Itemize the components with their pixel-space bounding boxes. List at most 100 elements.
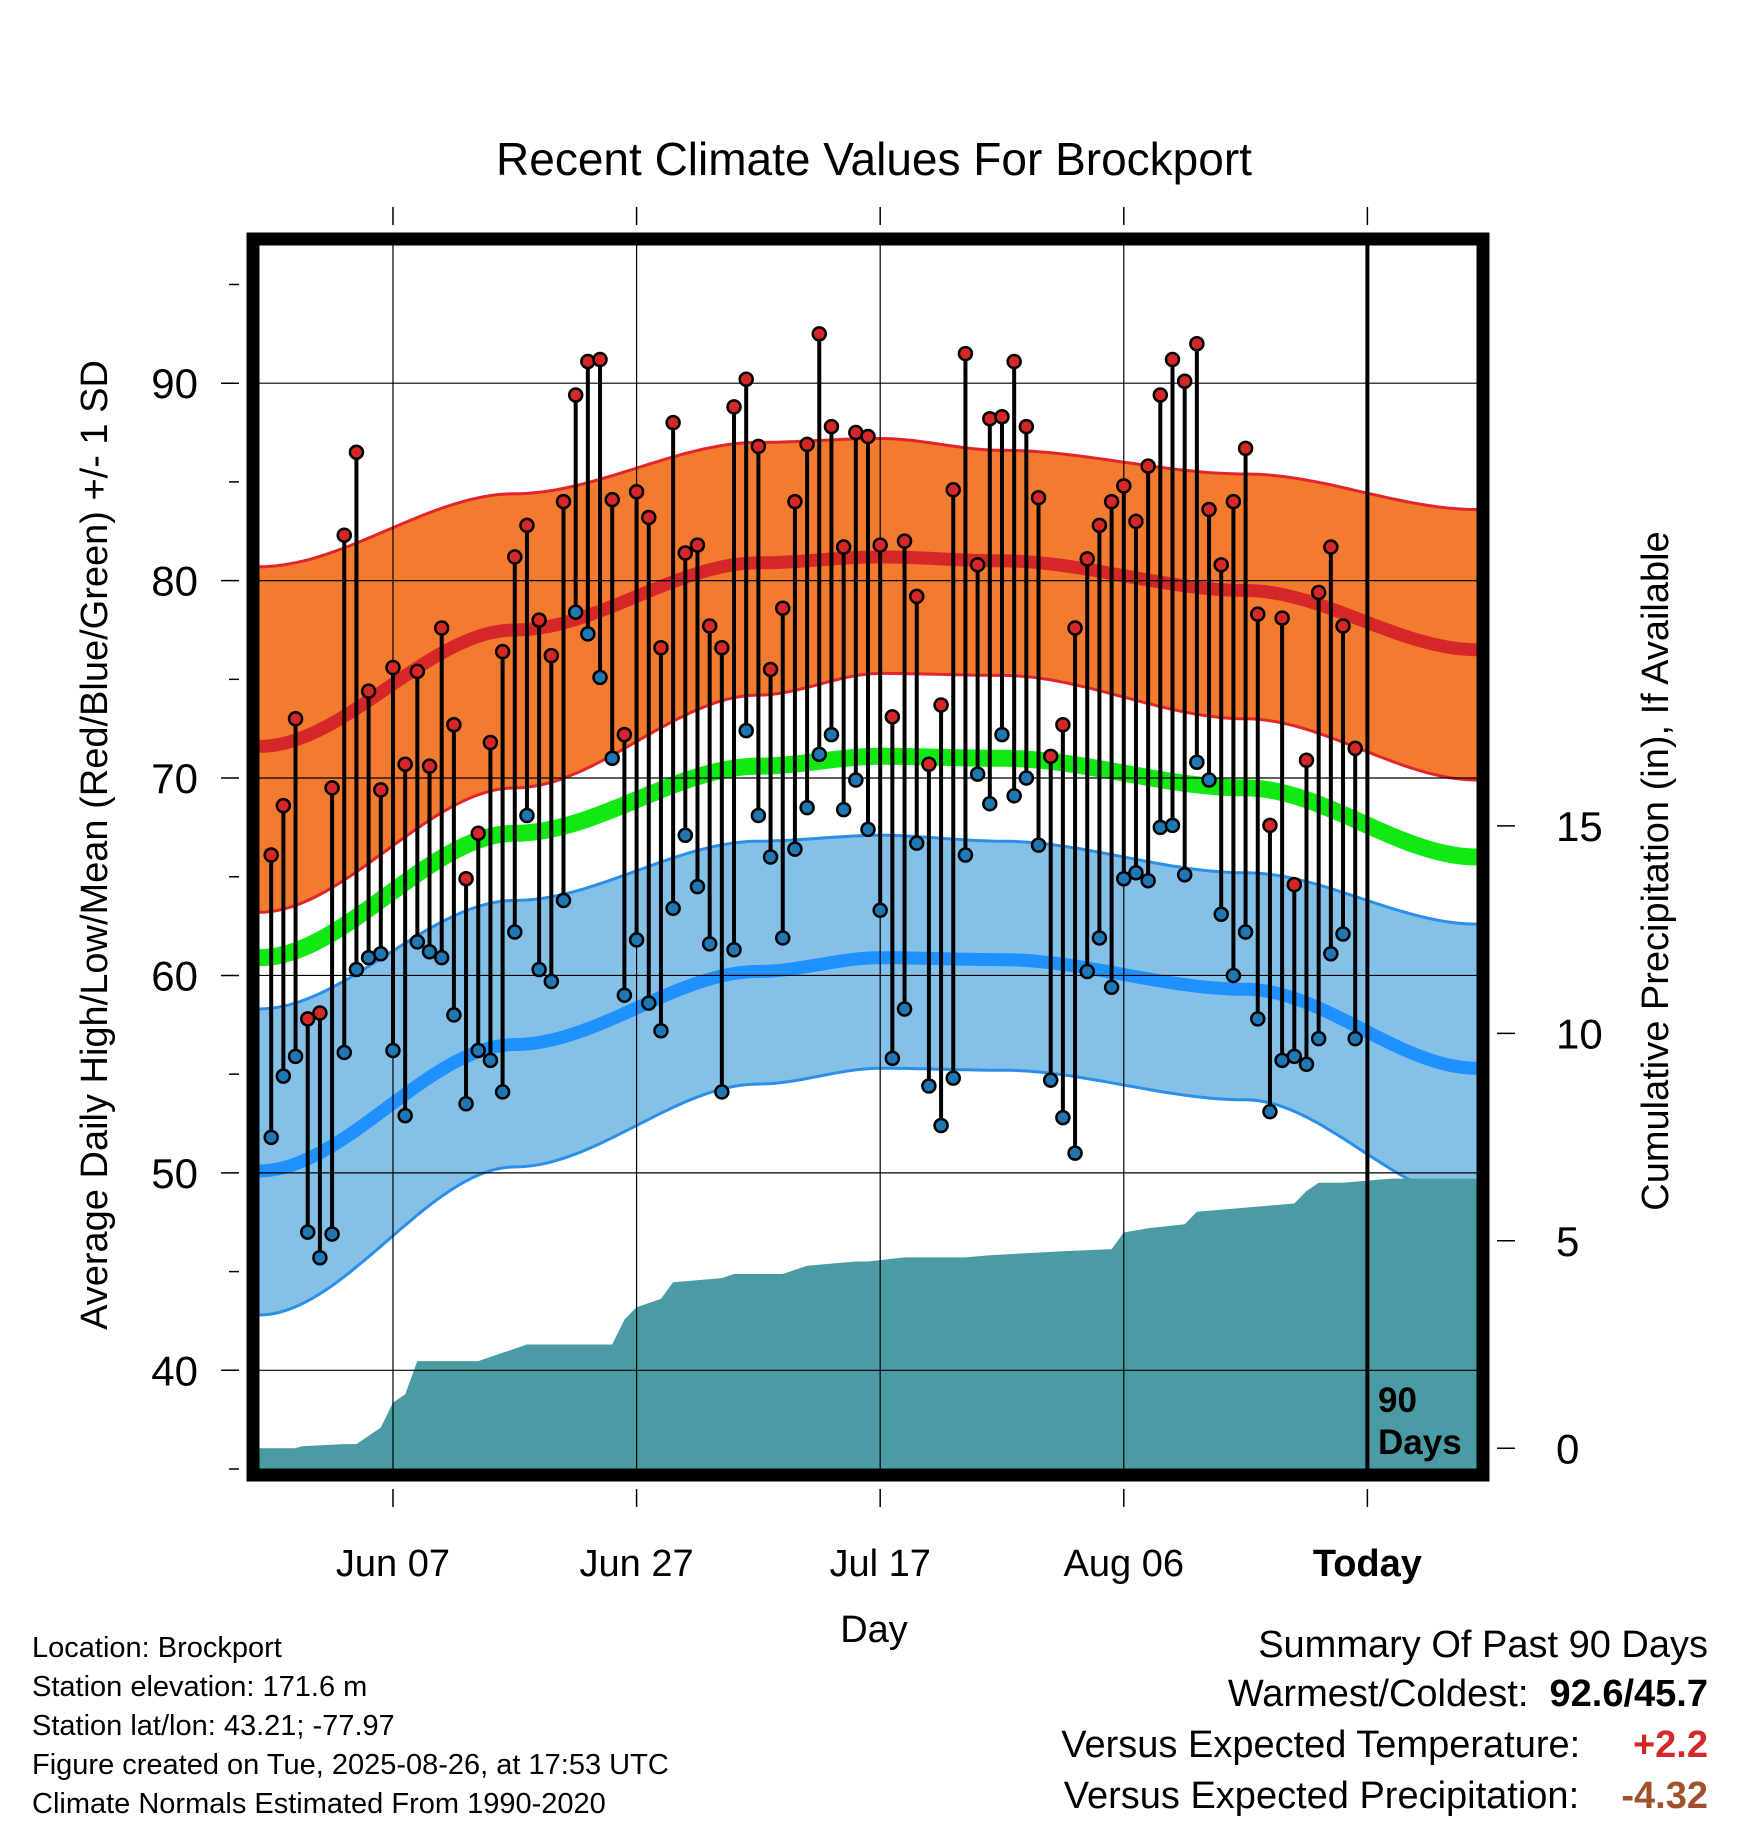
- daily-high-point: [1201, 501, 1217, 518]
- daily-low-point: [275, 1068, 292, 1084]
- daily-high-point: [1298, 752, 1315, 769]
- daily-low-point: [1201, 772, 1217, 788]
- daily-high-point: [299, 1011, 316, 1027]
- daily-high-point: [1176, 373, 1193, 389]
- daily-high-point: [519, 517, 535, 534]
- x-tick-label: Aug 06: [1064, 1543, 1184, 1585]
- daily-high-point: [421, 758, 438, 774]
- warmest-coldest-row: Warmest/Coldest: 92.6/45.7: [1228, 1671, 1708, 1717]
- x-tick-label: Jun 07: [336, 1543, 450, 1585]
- daily-high-point: [969, 557, 986, 573]
- daily-high-point: [543, 647, 560, 664]
- y-tick-label: 90: [151, 360, 198, 407]
- precipitation-fill: [259, 1178, 1477, 1469]
- daily-high-point: [1152, 387, 1169, 403]
- daily-low-point: [726, 942, 742, 958]
- daily-high-point: [348, 444, 365, 461]
- plot-border: [246, 232, 1490, 1482]
- daily-high-point: [1323, 539, 1339, 555]
- daily-high-point: [1262, 817, 1278, 834]
- axes: 40 50 60 70 80 90 0 5 10 15 Jun 07 Jun 27 Jul 17 Aug …: [151, 207, 1603, 1585]
- daily-high-point: [1079, 551, 1095, 567]
- elevation-text: Station elevation: 171.6 m: [32, 1671, 368, 1703]
- daily-high-point: [1055, 716, 1071, 733]
- daily-low-point: [1335, 926, 1351, 942]
- daily-low-point: [908, 835, 925, 851]
- daily-low-point: [543, 973, 560, 990]
- daily-high-point: [275, 797, 292, 814]
- daily-low-point: [1140, 872, 1156, 889]
- daily-low-point: [1164, 817, 1181, 834]
- daily-low-point: [823, 726, 840, 743]
- warmest-coldest-value: 92.6/45.7: [1549, 1673, 1708, 1715]
- daily-high-point: [287, 711, 304, 727]
- daily-low-point: [799, 799, 815, 816]
- daily-high-point: [604, 491, 620, 508]
- daily-low-point: [385, 1042, 401, 1059]
- precipitation-area: [259, 1178, 1477, 1469]
- daily-low-point: [592, 669, 608, 686]
- today-window-label: 90 Days: [1378, 1381, 1462, 1462]
- daily-low-point: [567, 604, 584, 620]
- daily-low-point: [994, 726, 1010, 743]
- daily-high-point: [263, 847, 279, 863]
- daily-low-point: [348, 961, 365, 978]
- daily-low-point: [519, 807, 535, 824]
- daily-high-point: [823, 418, 840, 435]
- daily-low-point: [774, 930, 791, 946]
- daily-low-point: [433, 949, 450, 966]
- y2-axis-label: Cumulative Precipitation (in), If Availa…: [1635, 531, 1677, 1210]
- daily-high-point: [482, 734, 499, 751]
- daily-high-point: [982, 410, 998, 427]
- daily-low-point: [1262, 1103, 1278, 1120]
- daily-low-point: [616, 987, 633, 1003]
- daily-low-point: [1189, 754, 1205, 770]
- precip-versus-label: Versus Expected Precipitation:: [1063, 1775, 1580, 1817]
- daily-high-point: [531, 612, 547, 628]
- daily-high-point: [957, 345, 974, 362]
- y2-tick-label: 5: [1556, 1218, 1579, 1265]
- daily-low-point: [884, 1050, 901, 1067]
- daily-high-point: [616, 726, 633, 743]
- daily-low-point: [714, 1084, 730, 1100]
- daily-low-point: [446, 1007, 462, 1023]
- daily-low-point: [1213, 906, 1229, 923]
- daily-low-point: [1152, 819, 1169, 836]
- daily-high-point: [994, 409, 1010, 425]
- y-tick-label: 60: [151, 952, 198, 999]
- y2-tick-label: 15: [1556, 803, 1603, 850]
- daily-low-point: [689, 878, 706, 895]
- daily-high-point: [738, 371, 754, 387]
- daily-high-point: [567, 387, 584, 403]
- daily-high-point: [555, 493, 572, 510]
- daily-high-point: [1189, 335, 1205, 352]
- x-tick-label: Jul 17: [829, 1543, 930, 1585]
- daily-high-point: [896, 533, 913, 549]
- daily-range-stems: [269, 333, 1358, 1258]
- daily-low-point: [421, 944, 438, 960]
- temp-versus-row: Versus Expected Temperature: +2.2: [1061, 1722, 1708, 1768]
- daily-low-point: [299, 1224, 316, 1240]
- daily-low-point: [701, 936, 718, 952]
- normal-low-mean-line: [259, 951, 1477, 1178]
- daily-high-point: [860, 428, 876, 445]
- daily-high-point: [360, 683, 377, 699]
- daily-high-point: [1213, 557, 1229, 573]
- daily-high-point: [835, 539, 852, 555]
- daily-low-point: [373, 945, 389, 962]
- daily-high-point: [1042, 748, 1059, 765]
- daily-high-point: [726, 399, 742, 415]
- daily-high-point: [677, 545, 694, 561]
- daily-low-point: [1006, 788, 1022, 804]
- daily-low-point: [969, 766, 986, 782]
- daily-high-point: [1286, 876, 1303, 893]
- daily-low-point: [1103, 979, 1120, 996]
- daily-low-point: [531, 961, 547, 978]
- y-tick-label: 80: [151, 558, 198, 605]
- daily-low-point: [604, 750, 620, 767]
- daily-low-point: [470, 1042, 486, 1059]
- y-tick-label: 50: [151, 1150, 198, 1197]
- daily-low-point: [1018, 770, 1035, 786]
- chart-title: Recent Climate Values For Brockport: [496, 133, 1252, 185]
